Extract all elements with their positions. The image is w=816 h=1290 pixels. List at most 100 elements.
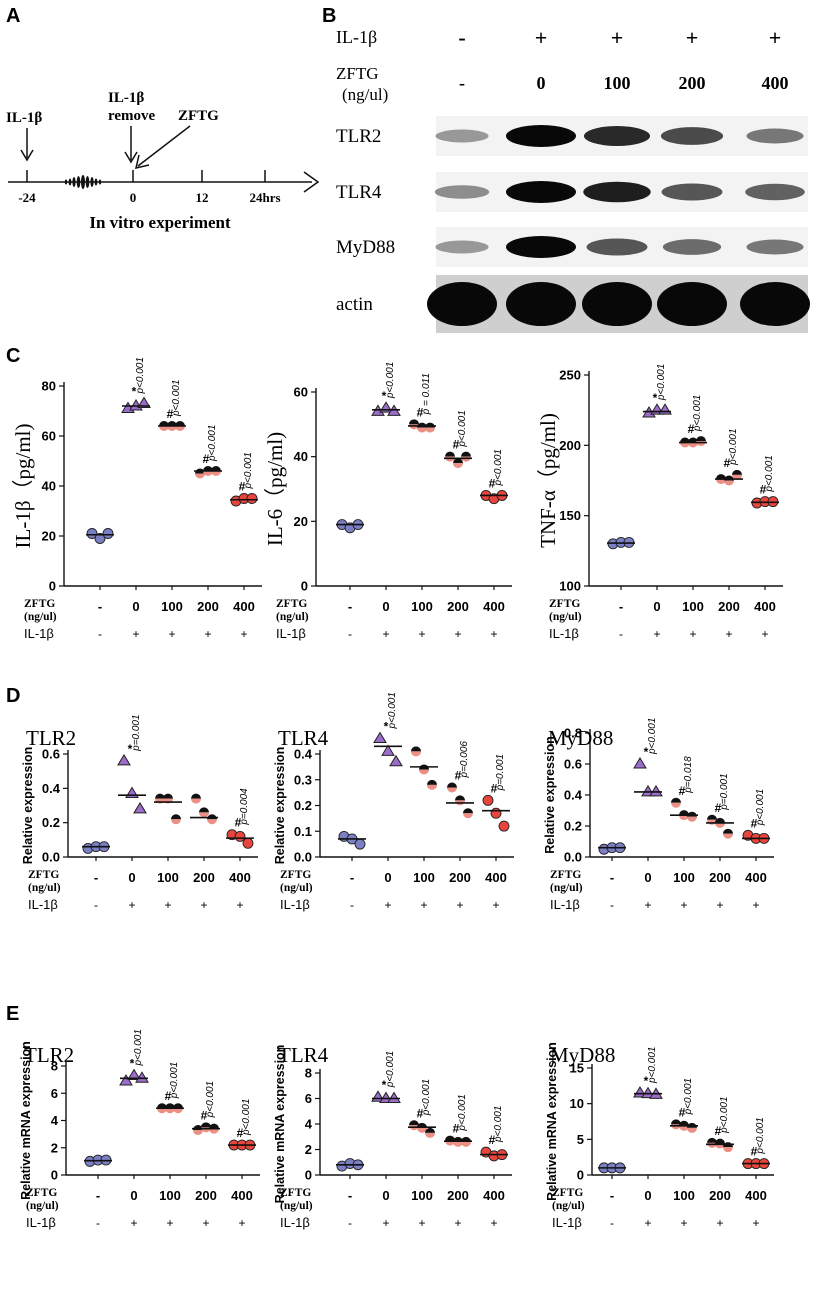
significance-mark: * xyxy=(644,1074,649,1088)
data-point xyxy=(649,784,663,797)
x-dose-label: 200 xyxy=(195,1188,217,1203)
tick-label-minus24: -24 xyxy=(18,190,36,205)
p-value-label: p<0.001 xyxy=(243,452,254,489)
x-label-zftg: ZFTG xyxy=(26,1187,57,1199)
significance-mark: # xyxy=(688,422,695,436)
data-point-top xyxy=(167,421,177,426)
data-point-bottom xyxy=(461,1141,471,1147)
x-il1b-sign: + xyxy=(454,627,461,641)
significance-mark: # xyxy=(201,1108,208,1122)
blot-band xyxy=(745,183,805,201)
x-label-il1b: IL-1β xyxy=(280,1215,310,1230)
blot-band xyxy=(435,240,489,254)
significance-mark: # xyxy=(239,480,246,494)
x-il1b-sign: + xyxy=(382,627,389,641)
blot-dose-label: 0 xyxy=(537,73,546,93)
x-label-il1b: IL-1β xyxy=(549,626,579,641)
data-point xyxy=(234,830,246,842)
y-tick-label: 100 xyxy=(559,579,581,594)
blot-band xyxy=(586,238,648,256)
data-point-bottom xyxy=(687,816,697,822)
y-tick-label: 4 xyxy=(51,1113,59,1128)
data-point xyxy=(679,810,689,821)
data-point-bottom xyxy=(463,813,473,819)
x-label-zftg-unit: (ng/ul) xyxy=(24,611,57,623)
x-dose-label: - xyxy=(96,1188,100,1203)
data-point xyxy=(455,795,465,806)
x-dose-label: 200 xyxy=(447,1188,469,1203)
data-point-bottom xyxy=(723,833,733,839)
chart-c1: 0 20 40 60 80 IL-1β（pg/ml) ZFTG(ng/ul) IL-1β - 0 1… xyxy=(11,357,262,641)
zftg-arrow xyxy=(137,125,191,167)
y-tick-label: 200 xyxy=(559,438,581,453)
data-point-bottom xyxy=(207,819,217,825)
data-point xyxy=(715,817,725,828)
x-dose-label: - xyxy=(610,870,614,885)
x-label-il1b: IL-1β xyxy=(26,1215,56,1230)
x-label-zftg-unit: (ng/ul) xyxy=(280,1200,313,1212)
significance-mark: * xyxy=(384,720,389,734)
data-point xyxy=(381,744,395,756)
x-label-zftg: ZFTG xyxy=(550,869,581,881)
data-point xyxy=(461,451,471,462)
significance-mark: # xyxy=(167,407,174,421)
timeline-caption: In vitro experiment xyxy=(89,213,231,232)
y-tick-label: 150 xyxy=(559,508,581,523)
y-tick-label: 40 xyxy=(294,449,308,464)
significance-mark: * xyxy=(130,1057,135,1071)
x-il1b-sign: - xyxy=(98,627,102,641)
blot-zftg-label-l2: (ng/ul) xyxy=(342,85,388,104)
x-dose-label: 100 xyxy=(673,870,695,885)
blot-band xyxy=(506,282,576,326)
x-dose-label: 100 xyxy=(682,599,704,614)
y-tick-label: 2 xyxy=(51,1140,58,1155)
data-point xyxy=(159,421,169,431)
y-tick-label: 0.3 xyxy=(294,772,312,787)
x-il1b-sign: + xyxy=(164,898,171,912)
p-value-label: p<0.001 xyxy=(656,364,667,401)
data-point-top xyxy=(679,1120,689,1126)
x-il1b-sign: + xyxy=(418,627,425,641)
x-il1b-sign: + xyxy=(752,898,759,912)
p-value-label: p=0.001 xyxy=(719,773,730,810)
blot-row-label: actin xyxy=(336,294,373,315)
blot-band xyxy=(434,185,490,199)
x-dose-label: 200 xyxy=(193,870,215,885)
data-point-bottom xyxy=(191,798,201,804)
data-point-top xyxy=(447,782,457,788)
data-point-bottom xyxy=(687,1127,697,1133)
x-dose-label: - xyxy=(348,1188,352,1203)
y-tick-label: 40 xyxy=(42,479,56,494)
data-point-top xyxy=(696,436,706,442)
data-point-bottom xyxy=(419,769,429,775)
blot-dose-label: 200 xyxy=(679,73,706,93)
x-il1b-sign: + xyxy=(166,1216,173,1230)
data-point-bottom xyxy=(445,456,455,462)
x-label-il1b: IL-1β xyxy=(550,897,580,912)
data-point xyxy=(86,528,98,539)
significance-mark: # xyxy=(417,405,424,419)
p-value-label: p<0.001 xyxy=(135,357,146,394)
data-point xyxy=(425,422,435,433)
x-dose-label: 400 xyxy=(754,599,776,614)
data-point-top xyxy=(163,793,173,799)
blot-band xyxy=(582,282,652,326)
x-il1b-sign: - xyxy=(348,1216,352,1230)
data-point xyxy=(373,731,387,744)
data-point-bottom xyxy=(173,1108,183,1114)
x-label-il1b: IL-1β xyxy=(28,897,58,912)
p-value-label: p<0.001 xyxy=(755,789,766,826)
data-point-bottom xyxy=(171,819,181,825)
data-point-bottom xyxy=(211,471,221,476)
blot-dose-label: 400 xyxy=(762,73,789,93)
blot-band xyxy=(583,181,651,203)
y-tick-label: 60 xyxy=(294,385,308,400)
blot-row-tlr4 xyxy=(434,172,808,212)
y-axis-label: Relative expression xyxy=(21,747,35,864)
p-value-label: p=0.001 xyxy=(131,714,142,751)
y-tick-label: 2 xyxy=(305,1142,312,1157)
p-value-label: p=0.004 xyxy=(239,788,250,826)
x-dose-label: - xyxy=(610,1188,614,1203)
y-tick-label: 8 xyxy=(51,1059,58,1074)
